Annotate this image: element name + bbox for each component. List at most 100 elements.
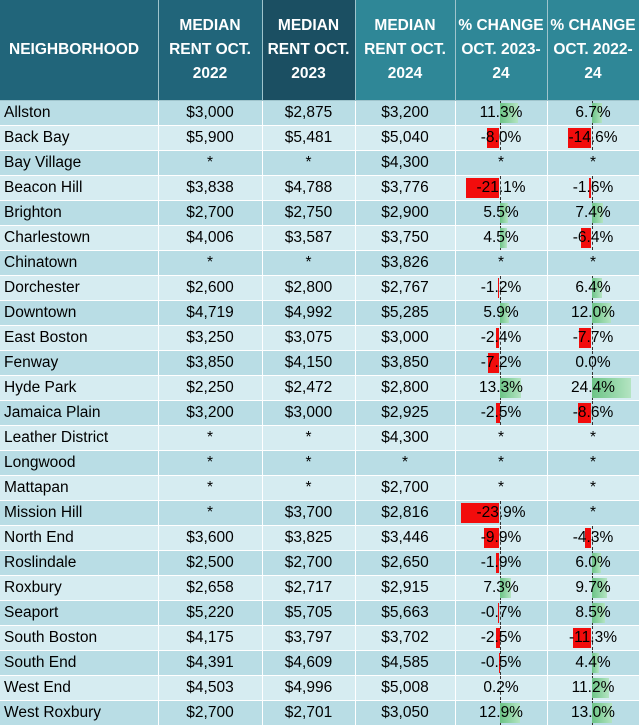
change-2022-24-cell: 6.0%: [547, 551, 639, 576]
percent-value: -14.6%: [568, 129, 617, 146]
percent-value: -1.6%: [573, 179, 614, 196]
change-2023-24-cell: -9.9%: [455, 526, 547, 551]
change-2022-24-cell: *: [547, 426, 639, 451]
rent-2024-cell: $5,285: [355, 301, 455, 326]
change-2022-24-cell: 13.0%: [547, 701, 639, 726]
change-2023-24-cell: 0.2%: [455, 676, 547, 701]
change-2023-24-cell: -23.9%: [455, 501, 547, 526]
change-2022-24-cell: *: [547, 151, 639, 176]
rent-2022-cell: $4,391: [158, 651, 262, 676]
neighborhood-cell: South Boston: [0, 626, 158, 651]
change-2022-24-cell: 7.4%: [547, 201, 639, 226]
table-row: Mattapan**$2,700**: [0, 476, 639, 501]
rent-2023-cell: $3,700: [262, 501, 355, 526]
table-row: Bay Village**$4,300**: [0, 151, 639, 176]
percent-value: 8.5%: [575, 604, 610, 621]
table-row: Fenway$3,850$4,150$3,850-7.2%0.0%: [0, 351, 639, 376]
rent-2024-cell: $4,300: [355, 151, 455, 176]
rent-2023-cell: $4,992: [262, 301, 355, 326]
rent-2022-cell: $3,250: [158, 326, 262, 351]
rent-2024-cell: $5,663: [355, 601, 455, 626]
rent-2022-cell: $3,200: [158, 401, 262, 426]
change-2022-24-cell: -1.6%: [547, 176, 639, 201]
header-rent-2024: MEDIAN RENT OCT. 2024: [355, 0, 455, 101]
neighborhood-cell: Mission Hill: [0, 501, 158, 526]
neighborhood-cell: East Boston: [0, 326, 158, 351]
change-2023-24-cell: 13.3%: [455, 376, 547, 401]
change-2023-24-cell: -0.5%: [455, 651, 547, 676]
rent-2022-cell: $2,700: [158, 701, 262, 726]
rent-2022-cell: $2,700: [158, 201, 262, 226]
percent-value: 6.7%: [575, 104, 610, 121]
rent-2024-cell: $2,800: [355, 376, 455, 401]
percent-value: -2.5%: [481, 404, 522, 421]
change-2022-24-cell: -4.3%: [547, 526, 639, 551]
table-row: South End$4,391$4,609$4,585-0.5%4.4%: [0, 651, 639, 676]
rent-2024-cell: $3,446: [355, 526, 455, 551]
rent-2023-cell: $5,705: [262, 601, 355, 626]
neighborhood-cell: Charlestown: [0, 226, 158, 251]
rent-2022-cell: $5,220: [158, 601, 262, 626]
rent-2022-cell: $3,600: [158, 526, 262, 551]
percent-value: -6.4%: [573, 229, 614, 246]
rent-2023-cell: $5,481: [262, 126, 355, 151]
table-row: South Boston$4,175$3,797$3,702-2.5%-11.3…: [0, 626, 639, 651]
percent-value: -7.2%: [481, 354, 522, 371]
neighborhood-cell: Longwood: [0, 451, 158, 476]
percent-value: 11.3%: [480, 104, 523, 121]
percent-value: 6.4%: [575, 279, 610, 296]
change-2022-24-cell: *: [547, 501, 639, 526]
table-row: Mission Hill*$3,700$2,816-23.9%*: [0, 501, 639, 526]
neighborhood-cell: Roxbury: [0, 576, 158, 601]
rent-2022-cell: $2,250: [158, 376, 262, 401]
neighborhood-cell: Bay Village: [0, 151, 158, 176]
neighborhood-cell: South End: [0, 651, 158, 676]
change-2022-24-cell: 0.0%: [547, 351, 639, 376]
change-2022-24-cell: -11.3%: [547, 626, 639, 651]
percent-value: -0.7%: [481, 604, 522, 621]
change-2023-24-cell: -2.5%: [455, 626, 547, 651]
percent-value: 12.9%: [479, 704, 523, 721]
neighborhood-cell: West Roxbury: [0, 701, 158, 726]
change-2022-24-cell: -6.4%: [547, 226, 639, 251]
rent-2024-cell: $2,925: [355, 401, 455, 426]
percent-value: 5.5%: [483, 204, 518, 221]
rent-2022-cell: *: [158, 476, 262, 501]
percent-value: -11.3%: [569, 629, 617, 646]
change-2022-24-cell: -14.6%: [547, 126, 639, 151]
neighborhood-cell: Seaport: [0, 601, 158, 626]
neighborhood-cell: Fenway: [0, 351, 158, 376]
percent-value: 13.3%: [479, 379, 523, 396]
change-2022-24-cell: *: [547, 451, 639, 476]
percent-value: 24.4%: [571, 379, 615, 396]
rent-2023-cell: *: [262, 251, 355, 276]
rent-2022-cell: *: [158, 501, 262, 526]
rent-2023-cell: $3,797: [262, 626, 355, 651]
table-row: Chinatown**$3,826**: [0, 251, 639, 276]
rent-2023-cell: $3,075: [262, 326, 355, 351]
percent-value: 11.2%: [572, 679, 615, 696]
change-2023-24-cell: -8.0%: [455, 126, 547, 151]
table-row: Beacon Hill$3,838$4,788$3,776-21.1%-1.6%: [0, 176, 639, 201]
percent-value: 0.0%: [575, 354, 610, 371]
rent-2023-cell: $4,996: [262, 676, 355, 701]
percent-value: -7.7%: [573, 329, 614, 346]
rent-2022-cell: *: [158, 151, 262, 176]
rent-2024-cell: $3,200: [355, 101, 455, 126]
change-2023-24-cell: -0.7%: [455, 601, 547, 626]
change-2023-24-cell: -7.2%: [455, 351, 547, 376]
neighborhood-cell: Dorchester: [0, 276, 158, 301]
table-row: Back Bay$5,900$5,481$5,040-8.0%-14.6%: [0, 126, 639, 151]
percent-value: *: [498, 154, 504, 171]
table-row: Dorchester$2,600$2,800$2,767-1.2%6.4%: [0, 276, 639, 301]
neighborhood-cell: Brighton: [0, 201, 158, 226]
neighborhood-cell: Beacon Hill: [0, 176, 158, 201]
change-2023-24-cell: -2.5%: [455, 401, 547, 426]
change-2022-24-cell: 11.2%: [547, 676, 639, 701]
percent-value: *: [498, 254, 504, 271]
percent-value: -8.6%: [573, 404, 614, 421]
